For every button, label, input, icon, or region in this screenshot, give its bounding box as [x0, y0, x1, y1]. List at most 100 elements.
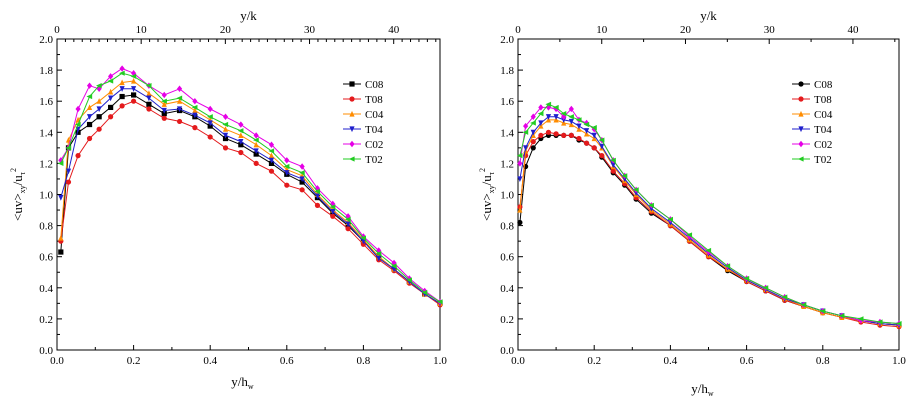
y-label-part: <uv> [10, 193, 25, 221]
legend-label: C02 [814, 139, 832, 151]
data-point [237, 128, 244, 134]
x-tick-label: 0.0 [50, 355, 64, 367]
data-point [517, 206, 523, 213]
top-x-axis-label: y/k [700, 8, 717, 23]
data-point [108, 88, 114, 95]
legend-marker [798, 140, 804, 148]
legend-entry-c02: C02 [343, 139, 383, 151]
top-x-axis-label: y/k [240, 8, 257, 23]
y-label-part: /u [479, 175, 494, 186]
data-point [119, 79, 125, 86]
y-label-part: /u [10, 175, 25, 186]
y-tick-label: 2.0 [39, 34, 53, 46]
data-point [583, 121, 590, 128]
legend-entry-t04: T04 [343, 124, 383, 136]
data-point [176, 118, 183, 125]
data-point [599, 153, 605, 159]
series-t04 [58, 86, 443, 307]
data-point [516, 153, 523, 159]
data-point [610, 168, 616, 174]
y-label-part: <uv> [479, 193, 494, 221]
data-point [538, 120, 544, 127]
data-point [86, 82, 93, 89]
data-point [176, 85, 183, 92]
data-point [161, 101, 167, 107]
y-label-part: xy [18, 185, 27, 193]
data-point [876, 319, 883, 325]
legend-entry-t02: T02 [343, 154, 383, 166]
data-point [65, 179, 72, 185]
data-point [86, 121, 93, 128]
data-point [268, 141, 275, 148]
data-point [330, 213, 336, 219]
top-x-tick-label: 40 [847, 24, 859, 36]
data-point [648, 202, 654, 208]
data-point [207, 114, 213, 120]
x-tick-label: 0.8 [816, 355, 830, 367]
data-point [583, 140, 590, 146]
data-point [724, 263, 731, 269]
x-tick-label: 0.6 [280, 355, 294, 367]
data-point [598, 137, 605, 143]
y-tick-label: 2.0 [500, 34, 514, 46]
y-label-part: xy [487, 185, 496, 193]
legend-entry-t08: T08 [343, 94, 383, 106]
data-point [119, 103, 125, 109]
data-point [299, 176, 305, 183]
data-point [375, 250, 382, 257]
x-tick-label: 0.0 [511, 355, 525, 367]
data-point [238, 142, 244, 148]
data-point [299, 170, 305, 176]
data-point [108, 95, 114, 102]
series-line-t04 [519, 116, 900, 326]
y-tick-label: 0.4 [500, 283, 514, 295]
y-tick-label: 1.0 [500, 190, 514, 202]
legend-marker [348, 156, 355, 162]
data-point [330, 209, 336, 215]
data-point [268, 160, 275, 166]
data-point [145, 83, 152, 89]
top-x-tick-label: 0 [515, 24, 521, 36]
data-point [176, 106, 183, 113]
legend-marker [349, 81, 355, 87]
series-line-t04 [60, 88, 441, 304]
data-point [65, 168, 72, 175]
data-point [545, 114, 552, 120]
series-line-c08 [60, 94, 441, 304]
y-tick-label: 0.2 [500, 314, 514, 326]
y-label-part: τ [18, 171, 27, 175]
data-point [238, 149, 244, 156]
data-point [522, 129, 529, 135]
data-point [268, 168, 275, 174]
data-point [207, 120, 213, 127]
y-tick-label: 1.4 [39, 127, 53, 139]
data-point [406, 277, 412, 283]
data-point [568, 118, 574, 125]
data-point [161, 98, 167, 104]
x-axis-label-subscript: w [248, 382, 254, 391]
y-tick-label: 1.6 [39, 96, 53, 108]
data-point [119, 86, 125, 92]
data-point [314, 188, 321, 194]
data-point [591, 125, 597, 131]
y-tick-label: 1.4 [500, 127, 514, 139]
data-point [108, 114, 114, 120]
y-label-part: τ [487, 171, 496, 175]
top-x-tick-label: 30 [304, 24, 316, 36]
data-point [207, 134, 213, 140]
data-point [222, 121, 229, 128]
top-x-tick-label: 40 [388, 24, 400, 36]
data-point [108, 73, 114, 80]
series-line-t02 [60, 72, 441, 303]
data-point [762, 285, 769, 291]
data-point [895, 320, 902, 327]
data-point [222, 126, 229, 132]
data-point [299, 163, 305, 170]
data-point [530, 120, 536, 126]
data-point [86, 104, 93, 111]
data-point [633, 187, 639, 193]
data-point [146, 101, 152, 107]
data-point [686, 232, 693, 238]
data-point [345, 226, 351, 232]
data-point [523, 122, 529, 130]
